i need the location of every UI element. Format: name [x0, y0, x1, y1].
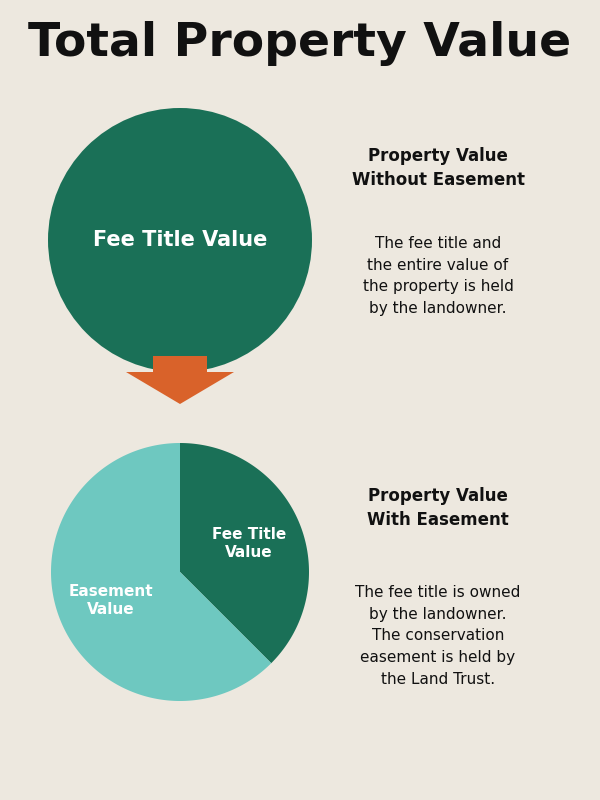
Polygon shape	[180, 443, 309, 663]
Text: Total Property Value: Total Property Value	[28, 22, 572, 66]
Polygon shape	[126, 356, 234, 404]
Text: Property Value
With Easement: Property Value With Easement	[367, 487, 509, 529]
Text: The fee title is owned
by the landowner.
The conservation
easement is held by
th: The fee title is owned by the landowner.…	[355, 586, 521, 686]
Text: Fee Title Value: Fee Title Value	[93, 230, 267, 250]
Polygon shape	[51, 443, 271, 701]
Text: Fee Title
Value: Fee Title Value	[212, 526, 286, 560]
Text: Easement
Value: Easement Value	[68, 584, 153, 618]
Text: Property Value
Without Easement: Property Value Without Easement	[352, 147, 524, 189]
Text: The fee title and
the entire value of
the property is held
by the landowner.: The fee title and the entire value of th…	[362, 236, 514, 316]
Ellipse shape	[48, 108, 312, 372]
